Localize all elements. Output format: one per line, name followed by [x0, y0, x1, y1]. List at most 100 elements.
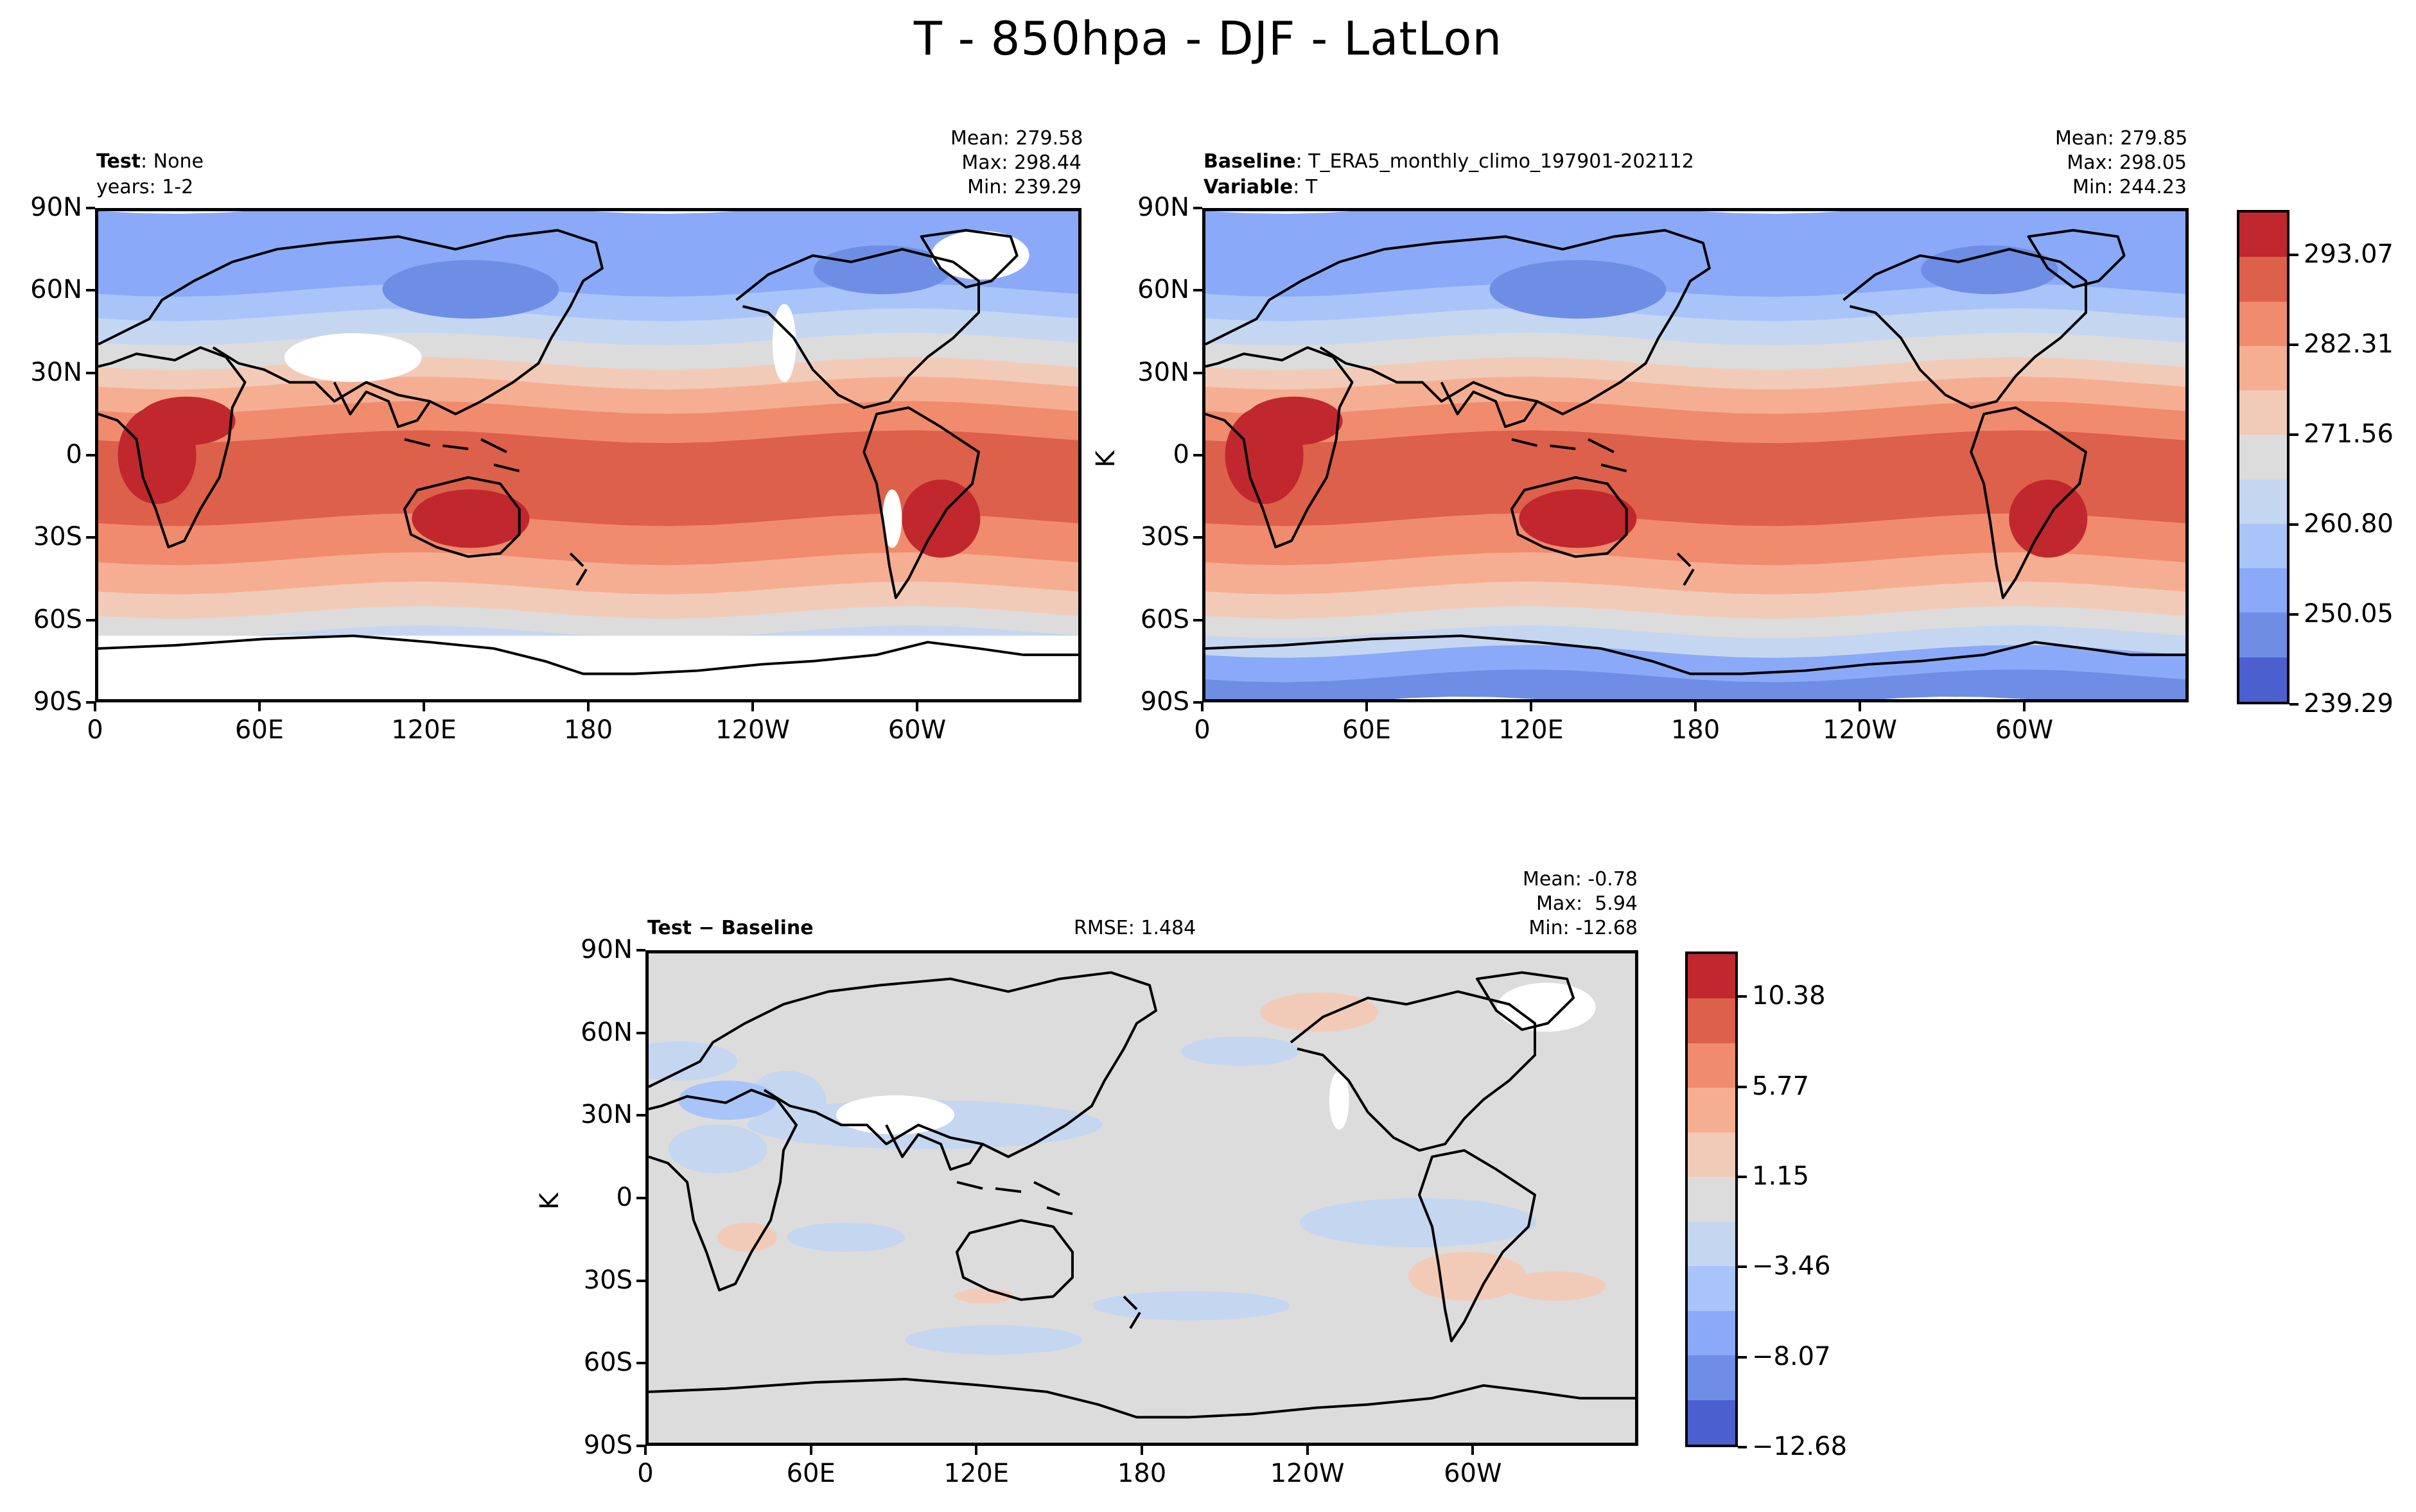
lon-tick — [1306, 1446, 1309, 1455]
main-colorbar — [2237, 210, 2289, 704]
colorbar-tick — [1738, 1175, 1747, 1178]
lat-tick-label: 0 — [616, 1183, 633, 1212]
lat-tick — [636, 1445, 645, 1447]
lon-tick-label: 120E — [391, 715, 457, 745]
lat-tick-label: 0 — [1173, 440, 1189, 469]
lon-tick — [258, 702, 261, 711]
colorbar-swatch — [1688, 1266, 1735, 1311]
lon-tick — [423, 702, 425, 711]
coastline — [98, 229, 1078, 675]
lat-tick — [86, 454, 95, 456]
lat-tick-label: 30S — [33, 522, 82, 552]
lon-tick — [1201, 702, 1204, 711]
colorbar-tick — [1738, 1265, 1747, 1269]
test-mean: Mean: 279.58 — [950, 127, 1083, 150]
colorbar-swatch — [2239, 213, 2287, 257]
lat-tick-label: 60S — [583, 1348, 633, 1378]
lon-tick-label: 0 — [87, 715, 103, 745]
lon-tick-label: 180 — [1670, 715, 1720, 745]
lat-tick — [86, 701, 95, 704]
lat-tick — [636, 949, 645, 952]
baseline-min: Min: 244.23 — [2072, 176, 2187, 198]
diff-rmse: RMSE: 1.484 — [1074, 917, 1196, 939]
test-min: Min: 239.29 — [967, 176, 1081, 198]
baseline-mean: Mean: 279.85 — [2055, 127, 2188, 150]
diff-colorbar — [1685, 952, 1738, 1447]
colorbar-swatch — [1688, 1221, 1735, 1267]
lon-tick — [94, 702, 96, 711]
colorbar-label: −12.68 — [1752, 1432, 1848, 1461]
lat-tick — [636, 1197, 645, 1199]
colorbar-swatch — [1688, 1132, 1735, 1177]
colorbar-label: 239.29 — [2304, 689, 2394, 718]
lon-tick-label: 120W — [1270, 1459, 1345, 1488]
lat-tick — [86, 536, 95, 539]
diff-label: Test − Baseline — [647, 917, 814, 939]
lon-tick-label: 120E — [1498, 715, 1564, 745]
lat-tick — [636, 1114, 645, 1117]
lat-tick-label: 30S — [1140, 522, 1189, 552]
colorbar-label: 293.07 — [2304, 239, 2394, 269]
lat-tick-label: 90N — [30, 193, 82, 222]
lon-tick — [975, 1446, 978, 1455]
colorbar-tick — [1738, 1446, 1747, 1448]
lat-tick-label: 90S — [1140, 687, 1189, 717]
lon-tick-label: 180 — [563, 715, 613, 745]
lat-tick — [86, 371, 95, 374]
lon-tick — [587, 702, 590, 711]
lon-tick — [751, 702, 754, 711]
colorbar-swatch — [1688, 954, 1735, 999]
lat-tick — [86, 618, 95, 621]
diff-min: Min: -12.68 — [1528, 917, 1638, 939]
lat-tick — [1193, 536, 1202, 539]
colorbar-swatch — [1688, 1355, 1735, 1400]
colorbar-swatch — [1688, 1177, 1735, 1222]
lon-tick — [1471, 1446, 1475, 1455]
lon-tick-label: 60W — [888, 715, 947, 745]
lat-tick-label: 90S — [33, 687, 82, 717]
lat-tick-label: 60S — [33, 604, 82, 634]
coastline — [649, 971, 1635, 1419]
colorbar-swatch — [2239, 345, 2287, 391]
lat-tick-label: 60N — [581, 1017, 633, 1047]
test-max: Max: 298.44 — [961, 152, 1081, 174]
colorbar-swatch — [2239, 613, 2287, 657]
colorbar-label: 5.77 — [1752, 1071, 1810, 1101]
lon-tick — [2023, 702, 2026, 711]
lon-tick — [1694, 702, 1697, 711]
lon-tick-label: 60W — [1995, 715, 2054, 745]
lon-tick-label: 60E — [786, 1459, 836, 1488]
lat-tick — [1193, 207, 1202, 209]
lat-tick — [1193, 371, 1202, 374]
lat-tick-label: 60N — [1137, 275, 1189, 305]
lat-tick — [86, 207, 95, 209]
colorbar-swatch — [2239, 568, 2287, 613]
colorbar-swatch — [1688, 1310, 1735, 1356]
lat-tick-label: 30N — [581, 1100, 633, 1130]
colorbar-swatch — [2239, 257, 2287, 302]
colorbar-tick — [2289, 433, 2298, 436]
lon-tick-label: 120E — [943, 1459, 1010, 1488]
colorbar-label: −8.07 — [1752, 1341, 1831, 1371]
lon-tick-label: 0 — [637, 1459, 654, 1488]
colorbar-tick — [1738, 995, 1747, 998]
diff-max: Max: 5.94 — [1536, 892, 1638, 915]
lat-tick-label: 30N — [1137, 357, 1189, 387]
lon-tick-label: 0 — [1194, 715, 1211, 745]
baseline-label: Baseline: T_ERA5_monthly_climo_197901-20… — [1204, 150, 1694, 173]
lon-tick — [1859, 702, 1861, 711]
colorbar-label: 271.56 — [2304, 419, 2394, 449]
colorbar-swatch — [2239, 479, 2287, 524]
colorbar-tick — [2289, 343, 2298, 346]
lat-tick — [86, 289, 95, 292]
lat-tick-label: 60S — [1140, 604, 1189, 634]
colorbar-label: −3.46 — [1752, 1251, 1831, 1282]
lat-tick — [1193, 289, 1202, 292]
colorbar-swatch — [2239, 523, 2287, 569]
colorbar-label: 260.80 — [2304, 509, 2394, 539]
baseline-variable: Variable: T — [1204, 176, 1318, 198]
colorbar-swatch — [1688, 1400, 1735, 1445]
lat-tick-label: 30S — [583, 1265, 633, 1295]
test-years: years: 1-2 — [96, 176, 194, 198]
lat-tick — [1193, 618, 1202, 621]
